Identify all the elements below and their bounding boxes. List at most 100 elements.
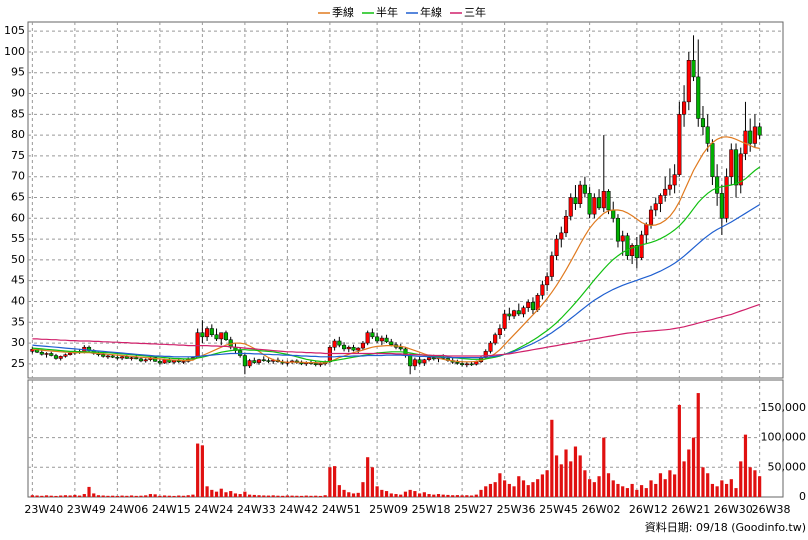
- candle-body: [153, 357, 158, 362]
- volume-bar: [210, 489, 214, 497]
- volume-bar: [295, 495, 299, 497]
- volume-bar: [455, 495, 459, 497]
- volume-bar: [663, 479, 667, 497]
- volume-bar: [366, 457, 370, 497]
- x-tick-label: 25W18: [412, 503, 451, 516]
- volume-bar: [49, 495, 53, 497]
- volume-bar: [729, 479, 733, 497]
- volume-bar: [205, 486, 209, 497]
- y-tick-label: 95: [11, 66, 25, 79]
- volume-bar: [578, 455, 582, 497]
- volume-bar: [318, 495, 323, 497]
- candle-body: [526, 302, 531, 308]
- candle-body: [530, 302, 536, 311]
- candle-body: [44, 353, 49, 355]
- legend-label: 年線: [420, 5, 442, 19]
- volume-bar: [691, 437, 696, 497]
- x-tick-label: 25W09: [369, 503, 408, 516]
- volume-bar: [394, 494, 398, 497]
- volume-bar: [40, 495, 44, 497]
- volume-bar: [748, 467, 752, 497]
- candle-body: [502, 313, 507, 329]
- volume-bar: [583, 470, 587, 497]
- candle-body: [209, 328, 214, 335]
- volume-bar: [370, 467, 374, 497]
- volume-bar: [564, 449, 568, 497]
- y-tick-label: 30: [11, 336, 25, 349]
- volume-bar: [706, 473, 710, 497]
- candle-body: [422, 359, 427, 364]
- candle-body: [592, 197, 597, 215]
- y-tick-label: 50: [11, 253, 25, 266]
- candle-body: [493, 334, 498, 344]
- volume-bar: [96, 495, 101, 497]
- volume-bar: [418, 493, 422, 497]
- volume-bar: [54, 495, 58, 497]
- volume-bar: [252, 494, 256, 497]
- candle-body: [68, 352, 73, 355]
- volume-bar: [172, 495, 176, 497]
- candle-body: [700, 118, 706, 128]
- volume-bar: [106, 495, 110, 497]
- candle-body: [346, 346, 351, 350]
- x-tick-label: 25W36: [497, 503, 536, 516]
- volume-bar: [677, 404, 681, 497]
- candle-body: [455, 361, 460, 364]
- volume-bar: [399, 494, 403, 497]
- volume-tick-label: 0: [799, 490, 806, 503]
- candle-body: [648, 209, 654, 225]
- candle-body: [460, 363, 465, 365]
- candle-body: [582, 184, 587, 194]
- candle-body: [337, 340, 342, 346]
- volume-bar: [63, 495, 68, 497]
- candle-body: [318, 363, 323, 366]
- volume-bar: [639, 485, 644, 497]
- volume-bar: [347, 492, 351, 497]
- volume-bar: [380, 489, 384, 497]
- volume-bar: [540, 474, 544, 497]
- candle-body: [705, 126, 710, 144]
- y-tick-label: 60: [11, 211, 25, 224]
- candle-body: [748, 130, 753, 144]
- candle-body: [252, 360, 257, 363]
- volume-bar: [375, 486, 379, 497]
- candle-body: [49, 353, 54, 356]
- volume-bar: [77, 495, 82, 497]
- candle-body: [398, 346, 403, 350]
- legend: 季線 半年 年線 三年: [318, 5, 486, 19]
- candle-body: [597, 197, 602, 209]
- volume-bar: [625, 488, 630, 497]
- volume-bar: [668, 470, 672, 497]
- candle-body: [223, 332, 229, 340]
- volume-bar: [724, 483, 729, 497]
- volume-bar: [507, 483, 511, 497]
- volume-bar: [196, 443, 200, 497]
- volume-bar: [536, 479, 540, 497]
- volume-bar: [125, 495, 129, 497]
- legend-label: 半年: [376, 5, 398, 19]
- volume-bar: [436, 494, 441, 497]
- volume-bar: [512, 486, 516, 497]
- volume-bar: [44, 495, 49, 497]
- volume-bar: [389, 493, 393, 497]
- volume-bar: [588, 479, 592, 497]
- volume-bar: [304, 495, 308, 497]
- volume-bar: [101, 495, 105, 497]
- volume-bar: [715, 486, 719, 497]
- moving-average-line: [32, 166, 760, 363]
- candle-body: [474, 361, 479, 365]
- volume-bar: [115, 495, 119, 497]
- candle-body: [549, 255, 554, 277]
- volume-bar: [266, 495, 271, 497]
- candle-body: [644, 224, 649, 236]
- volume-bar: [526, 485, 530, 497]
- volume-bar: [290, 495, 294, 497]
- volume-bar: [658, 473, 663, 497]
- candle-body: [606, 191, 611, 211]
- volume-bar: [573, 446, 578, 497]
- y-tick-label: 40: [11, 294, 25, 307]
- volume-bar: [701, 467, 705, 497]
- volume-bar: [602, 437, 606, 497]
- candle-body: [469, 363, 474, 366]
- candle-body: [653, 203, 658, 211]
